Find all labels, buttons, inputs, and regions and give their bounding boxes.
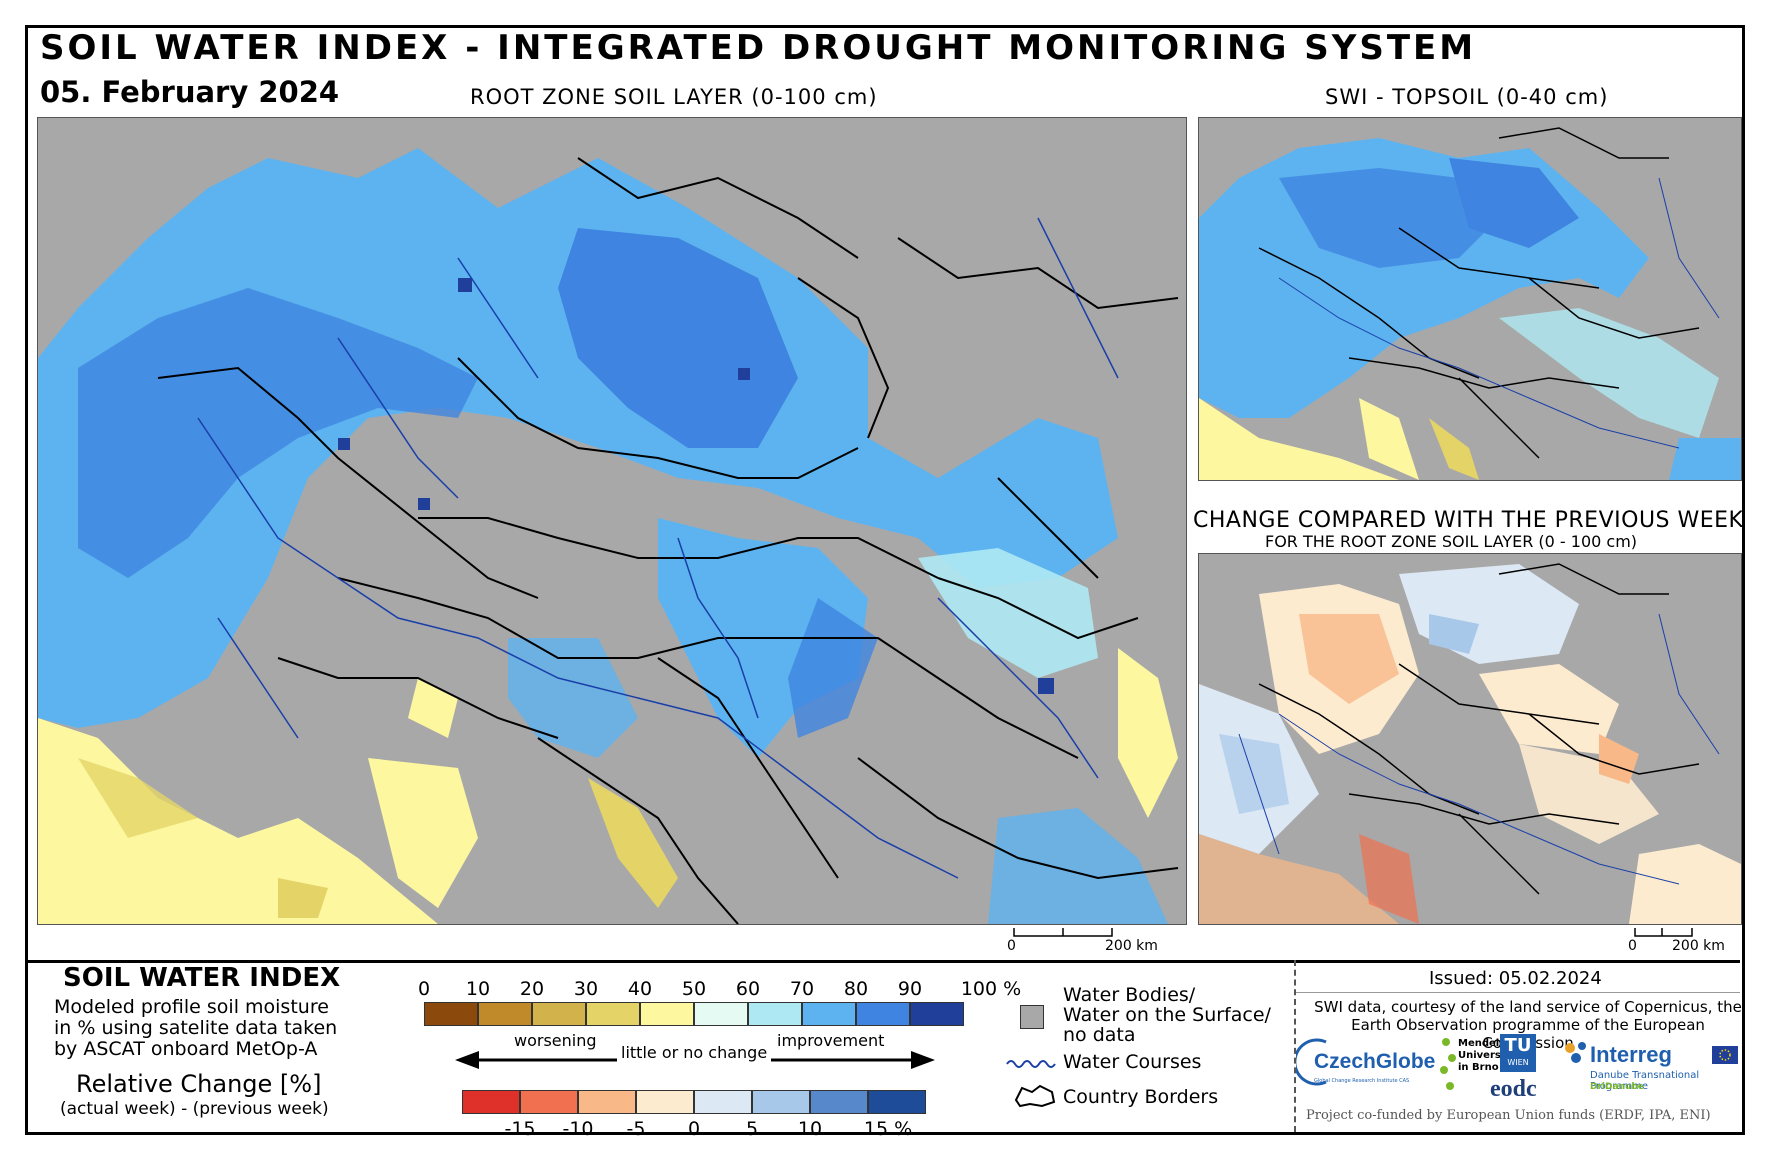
mendel-university-logo: Mendel University in Brno	[1438, 1036, 1516, 1096]
swi-scale-tick: 30	[573, 978, 599, 1000]
czechglobe-logo-subtext: Global Change Research Institute CAS	[1314, 1078, 1410, 1084]
change-scale-swatch	[520, 1090, 578, 1114]
water-bodies-line3: no data	[1063, 1024, 1136, 1046]
main-scale-zero: 0	[1007, 938, 1016, 954]
czechglobe-logo-text: CzechGlobe	[1314, 1050, 1436, 1073]
czechglobe-logo: CzechGlobe Global Change Research Instit…	[1296, 1036, 1436, 1096]
swi-scale-swatch	[478, 1002, 532, 1026]
swi-scale-swatch	[424, 1002, 478, 1026]
tu-wien-logo: TU WIEN	[1500, 1034, 1536, 1072]
swi-scale-swatch	[802, 1002, 856, 1026]
swi-scale-tick: 40	[627, 978, 653, 1000]
water-bodies-label: Water Bodies/ Water on the Surface/ no d…	[1063, 985, 1271, 1045]
change-map-subtitle: FOR THE ROOT ZONE SOIL LAYER (0 - 100 cm…	[1265, 532, 1638, 551]
change-scale-tick: -10	[562, 1118, 594, 1140]
legend-description-line2: in % using satelite data taken	[54, 1017, 338, 1039]
issue-date: 05. February 2024	[40, 75, 340, 109]
change-scale-tick: 0	[687, 1118, 701, 1140]
change-scale-swatch	[694, 1090, 752, 1114]
swi-scale-swatch	[586, 1002, 640, 1026]
topsoil-map-title: SWI - TOPSOIL (0-40 cm)	[1325, 85, 1609, 109]
change-scale-tick: 10	[797, 1118, 823, 1140]
relative-change-subtitle: (actual week) - (previous week)	[60, 1099, 329, 1119]
eu-flag-icon	[1712, 1046, 1738, 1064]
interreg-logo: Interreg Danube Transnational Programme …	[1560, 1036, 1742, 1098]
water-bodies-swatch	[1020, 1005, 1044, 1029]
data-credit-line1: SWI data, courtesy of the land service o…	[1314, 998, 1742, 1016]
interreg-logo-text: Interreg	[1590, 1042, 1672, 1067]
main-map-title: ROOT ZONE SOIL LAYER (0-100 cm)	[470, 85, 878, 109]
figure-frame	[25, 25, 1745, 1135]
topsoil-swi-map	[1198, 117, 1742, 481]
issued-date: Issued: 05.02.2024	[1429, 968, 1602, 989]
swi-scale-tick: 20	[519, 978, 545, 1000]
little-change-label: little or no change	[617, 1043, 772, 1062]
change-scale-tick: -5	[626, 1118, 646, 1140]
swi-scale-tick: 50	[681, 978, 707, 1000]
legend-description-line3: by ASCAT onboard MetOp-A	[54, 1038, 318, 1060]
swi-scale-swatch	[640, 1002, 694, 1026]
change-scale-swatch	[810, 1090, 868, 1114]
swi-scale-swatch	[532, 1002, 586, 1026]
country-borders	[157, 157, 1179, 924]
small-scale-zero: 0	[1628, 938, 1637, 954]
country-border-icon	[1014, 1084, 1056, 1108]
legend-description-line1: Modeled profile soil moisture	[54, 996, 329, 1018]
change-scale-tick: 5	[745, 1118, 759, 1140]
change-scale-tick: 15 %	[863, 1118, 913, 1140]
wet-regions	[38, 148, 1168, 924]
change-scale-swatch	[462, 1090, 520, 1114]
change-map-title: CHANGE COMPARED WITH THE PREVIOUS WEEK	[1193, 508, 1744, 533]
page-title: SOIL WATER INDEX - INTEGRATED DROUGHT MO…	[40, 28, 1477, 68]
mendel-logo-line1: Mendel	[1458, 1038, 1500, 1049]
swi-scale-swatch	[910, 1002, 964, 1026]
water-bodies-line1: Water Bodies/	[1063, 984, 1196, 1006]
change-scale-swatch	[636, 1090, 694, 1114]
improvement-label: improvement	[777, 1031, 885, 1050]
swi-scale-tick: 0	[417, 978, 431, 1000]
worsening-label: worsening	[514, 1031, 597, 1050]
swi-scale-tick: 70	[789, 978, 815, 1000]
water-course-icon	[1006, 1060, 1056, 1068]
change-scale-swatch	[868, 1090, 926, 1114]
legend-description: Modeled profile soil moisture in % using…	[54, 997, 337, 1060]
mendel-logo-line2: University	[1458, 1050, 1516, 1061]
change-scale-swatch	[752, 1090, 810, 1114]
tu-wien-logo-wien: WIEN	[1507, 1058, 1529, 1067]
relative-change-title: Relative Change [%]	[76, 1070, 322, 1098]
legend-title: SOIL WATER INDEX	[63, 963, 341, 993]
tu-wien-logo-tu: TU	[1504, 1035, 1532, 1056]
country-borders-label: Country Borders	[1063, 1086, 1219, 1108]
main-soil-water-map	[37, 117, 1187, 925]
change-scale-swatch	[578, 1090, 636, 1114]
legend-panel	[28, 960, 1740, 1135]
issued-separator	[1296, 992, 1740, 993]
swi-scale-swatch	[694, 1002, 748, 1026]
swi-scale-swatch	[748, 1002, 802, 1026]
interreg-logo-subtext: Danube Transnational Programme	[1590, 1070, 1700, 1092]
small-scale-km: 200 km	[1672, 938, 1725, 954]
cofunded-note: Project co-funded by European Union fund…	[1306, 1108, 1711, 1123]
water-courses-label: Water Courses	[1063, 1051, 1202, 1073]
mendel-logo-line3: in Brno	[1458, 1062, 1499, 1073]
main-scale-km: 200 km	[1105, 938, 1158, 954]
swi-scale-tick: 90	[897, 978, 923, 1000]
swi-scale-tick: 100 %	[960, 978, 1022, 1000]
dry-regions	[38, 648, 1178, 924]
legend-divider	[1294, 960, 1298, 1132]
eodc-logo: eodc	[1490, 1076, 1537, 1102]
dridanube-logo-text: DriDanube	[1590, 1082, 1644, 1092]
weekly-change-map	[1198, 553, 1742, 925]
water-courses	[197, 217, 1119, 879]
water-bodies-line2: Water on the Surface/	[1063, 1004, 1271, 1026]
swi-scale-tick: 80	[843, 978, 869, 1000]
swi-scale-tick: 60	[735, 978, 761, 1000]
swi-scale-tick: 10	[465, 978, 491, 1000]
change-scale-tick: -15	[504, 1118, 536, 1140]
swi-scale-swatch	[856, 1002, 910, 1026]
